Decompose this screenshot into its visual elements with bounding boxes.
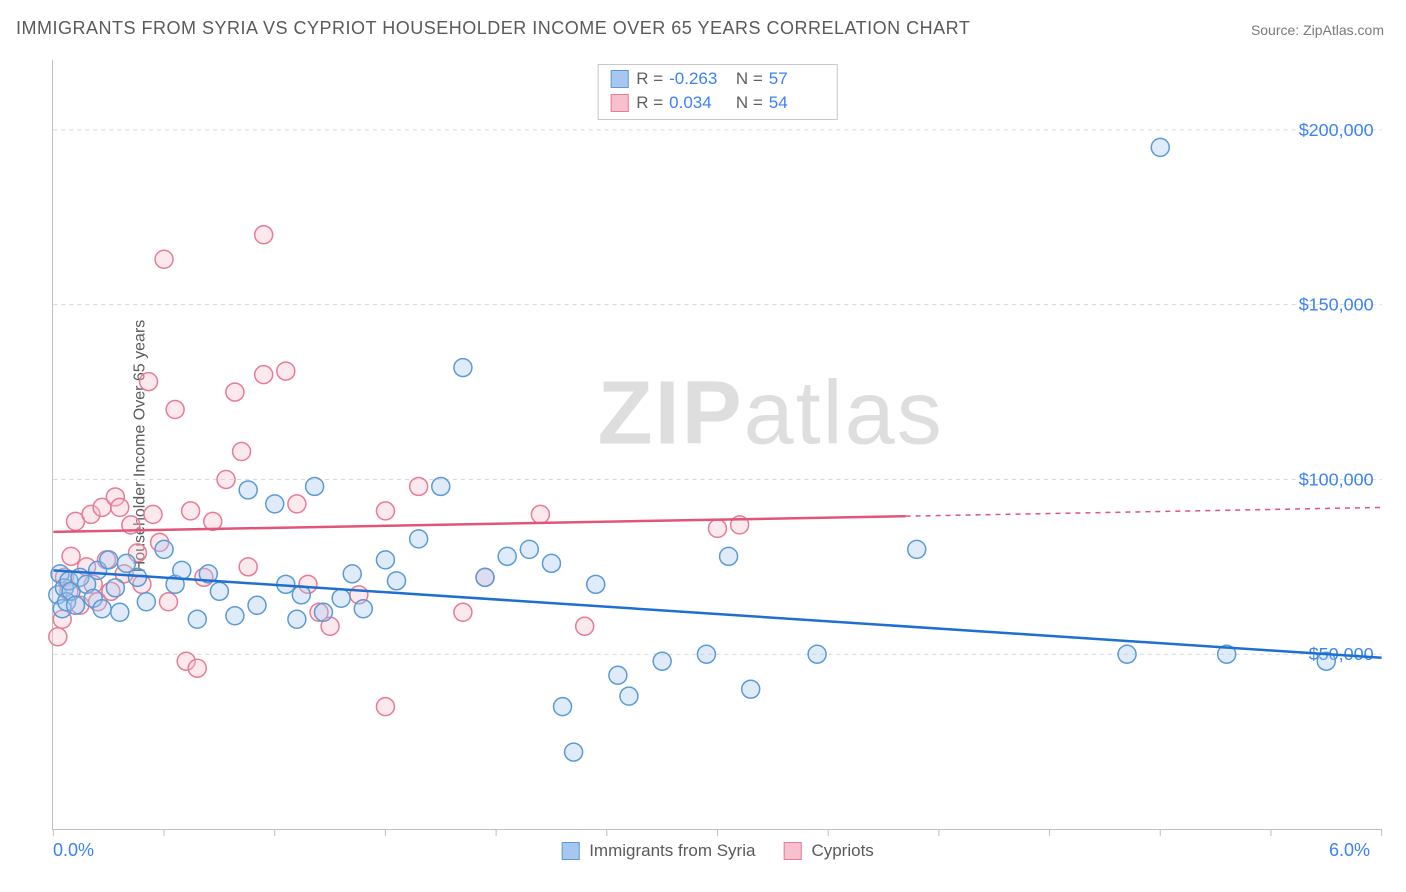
svg-text:$100,000: $100,000 <box>1299 469 1374 489</box>
x-axis-max-label: 6.0% <box>1329 840 1370 861</box>
legend-swatch-1 <box>783 842 801 860</box>
x-axis-min-label: 0.0% <box>53 840 94 861</box>
series-legend: Immigrants from Syria Cypriots <box>561 841 874 861</box>
svg-text:$150,000: $150,000 <box>1299 295 1374 315</box>
legend-label-0: Immigrants from Syria <box>589 841 755 861</box>
plot-area: ZIPatlas R = -0.263 N = 57 R = 0.034 N =… <box>52 60 1382 830</box>
legend-swatch-0 <box>561 842 579 860</box>
source-label: Source: ZipAtlas.com <box>1251 22 1384 38</box>
legend-label-1: Cypriots <box>811 841 873 861</box>
legend-item-1: Cypriots <box>783 841 873 861</box>
legend-item-0: Immigrants from Syria <box>561 841 755 861</box>
chart-title: IMMIGRANTS FROM SYRIA VS CYPRIOT HOUSEHO… <box>16 18 970 39</box>
chart-svg: $50,000$100,000$150,000$200,000 <box>53 60 1382 829</box>
svg-text:$200,000: $200,000 <box>1299 120 1374 140</box>
